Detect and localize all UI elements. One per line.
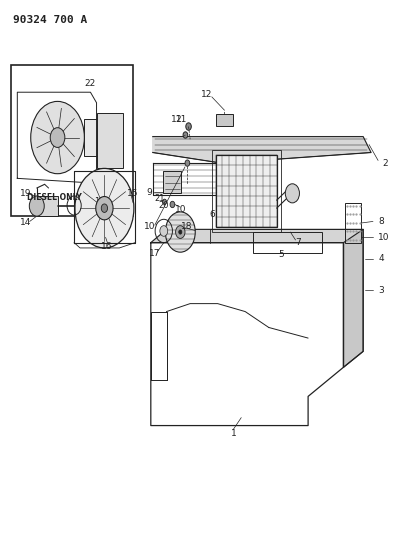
Circle shape xyxy=(183,132,188,138)
Text: 14: 14 xyxy=(20,218,31,227)
Text: 10: 10 xyxy=(378,233,390,242)
Bar xyxy=(216,155,277,227)
Bar xyxy=(253,232,322,253)
Circle shape xyxy=(50,128,65,148)
Text: 1: 1 xyxy=(230,429,236,438)
Circle shape xyxy=(101,204,108,213)
Text: 10: 10 xyxy=(144,222,156,231)
Text: 8: 8 xyxy=(378,217,384,226)
Text: 11: 11 xyxy=(171,115,183,124)
Circle shape xyxy=(96,197,113,220)
Bar xyxy=(84,119,103,156)
Circle shape xyxy=(170,201,175,208)
Text: 18: 18 xyxy=(181,222,193,231)
Bar xyxy=(345,203,361,243)
Circle shape xyxy=(185,160,190,166)
Text: 4: 4 xyxy=(378,254,384,263)
Circle shape xyxy=(75,168,134,248)
Circle shape xyxy=(29,196,44,216)
Text: 19: 19 xyxy=(21,189,32,198)
Circle shape xyxy=(163,199,167,205)
Bar xyxy=(37,196,58,216)
Circle shape xyxy=(179,230,182,234)
Circle shape xyxy=(31,101,84,174)
Bar xyxy=(163,171,181,193)
Text: 3: 3 xyxy=(378,286,384,295)
Bar xyxy=(97,114,124,168)
Text: 17: 17 xyxy=(149,249,160,258)
Text: 13: 13 xyxy=(93,197,104,206)
Polygon shape xyxy=(151,229,363,367)
Polygon shape xyxy=(153,136,371,163)
Text: 2: 2 xyxy=(382,159,388,167)
Text: 6: 6 xyxy=(209,210,215,219)
Text: 15: 15 xyxy=(128,189,139,198)
Text: 21: 21 xyxy=(176,115,187,124)
Text: 16: 16 xyxy=(101,242,112,251)
Text: 22: 22 xyxy=(85,79,96,87)
Text: 9: 9 xyxy=(146,188,152,197)
Text: 10: 10 xyxy=(175,205,186,214)
Circle shape xyxy=(160,225,168,236)
Circle shape xyxy=(186,123,191,130)
Bar xyxy=(212,150,281,232)
Polygon shape xyxy=(343,229,363,367)
Text: DIESEL ONLY: DIESEL ONLY xyxy=(27,193,81,203)
Text: 5: 5 xyxy=(278,251,284,260)
Text: 12: 12 xyxy=(201,90,212,99)
Text: 90324 700 A: 90324 700 A xyxy=(13,14,88,25)
Bar xyxy=(216,114,233,126)
Text: 20: 20 xyxy=(158,201,169,210)
Text: 21: 21 xyxy=(154,194,165,203)
Circle shape xyxy=(175,225,185,238)
Bar xyxy=(11,65,133,216)
Circle shape xyxy=(285,184,299,203)
Text: 7: 7 xyxy=(295,238,301,247)
Circle shape xyxy=(166,212,195,252)
